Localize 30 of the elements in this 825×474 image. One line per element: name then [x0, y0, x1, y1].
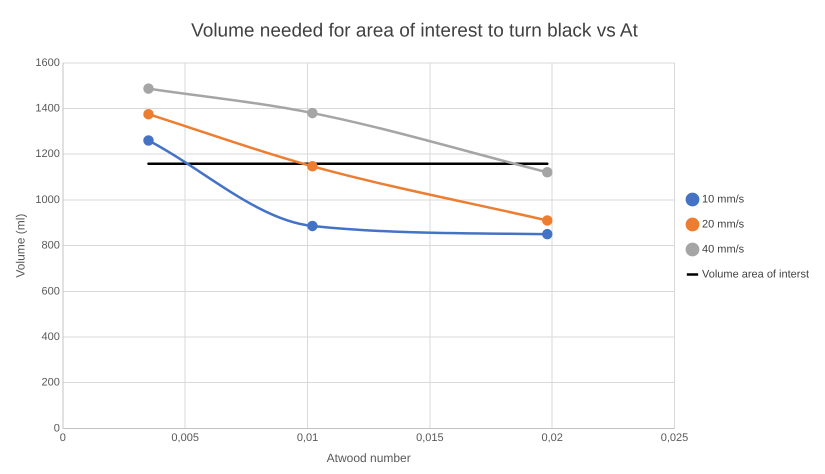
legend-label: 20 mm/s — [702, 218, 745, 231]
point — [143, 135, 154, 146]
y-tick-label: 1000 — [35, 194, 60, 206]
x-tick-label: 0,025 — [660, 432, 688, 444]
point — [542, 215, 553, 226]
chart-title: Volume needed for area of interest to turn black vs At — [191, 20, 639, 42]
y-tick-label: 1400 — [35, 102, 60, 115]
x-tick-label: 0,02 — [541, 432, 563, 444]
legend-label: Volume area of interst — [702, 268, 810, 281]
x-tick-label: 0,015 — [416, 432, 444, 444]
y-tick-label: 600 — [42, 285, 60, 298]
y-tick-label: 1200 — [35, 148, 60, 160]
point — [143, 83, 154, 94]
point — [307, 161, 318, 172]
y-tick-label: 1600 — [35, 56, 60, 69]
point — [143, 108, 154, 120]
x-tick-label: 0,005 — [171, 432, 199, 444]
y-tick-label: 800 — [42, 240, 60, 252]
legend-label: 10 mm/s — [702, 194, 745, 206]
point — [542, 167, 553, 178]
y-tick-label: 200 — [42, 376, 60, 389]
y-tick-label: 400 — [42, 331, 60, 344]
y-tick-label: 0 — [54, 422, 60, 434]
x-tick-label: 0,01 — [296, 432, 318, 444]
point — [307, 108, 318, 118]
point — [542, 228, 553, 240]
x-axis-title: Atwood number — [326, 451, 411, 466]
y-axis-title: Volume (ml) — [14, 214, 28, 278]
legend-label: 40 mm/s — [702, 244, 745, 256]
point — [307, 220, 318, 232]
